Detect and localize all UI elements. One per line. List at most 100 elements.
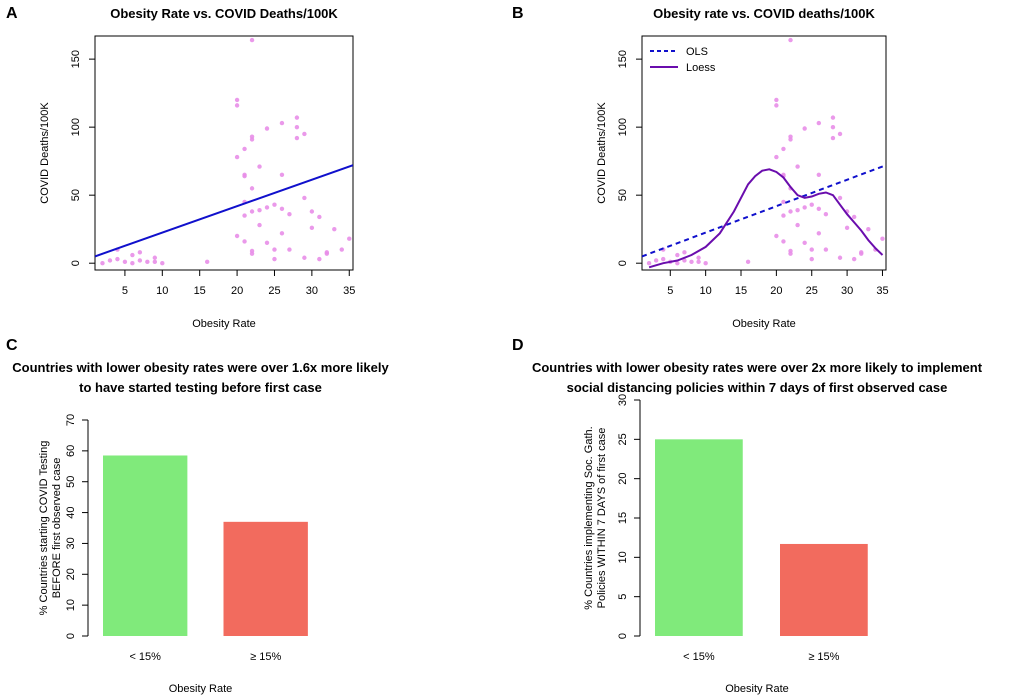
data-point bbox=[802, 240, 807, 245]
x-tick-label: 25 bbox=[268, 285, 280, 297]
chart-title: social distancing policies within 7 days… bbox=[567, 380, 948, 395]
data-point bbox=[774, 97, 779, 103]
y-tick-label: 50 bbox=[617, 189, 629, 201]
data-point bbox=[242, 146, 247, 152]
y-tick-label: 150 bbox=[617, 50, 629, 68]
data-point bbox=[100, 260, 105, 266]
y-tick-label: 150 bbox=[70, 50, 82, 68]
data-point bbox=[682, 258, 687, 263]
data-point bbox=[234, 233, 240, 239]
data-point bbox=[830, 124, 836, 130]
y-tick-label: 0 bbox=[65, 633, 77, 639]
data-point bbox=[774, 233, 779, 239]
data-point bbox=[115, 256, 120, 262]
data-point bbox=[788, 209, 793, 214]
data-point bbox=[264, 126, 270, 131]
data-point bbox=[234, 154, 240, 160]
data-point bbox=[279, 172, 285, 177]
data-point bbox=[130, 252, 135, 258]
bar bbox=[655, 439, 743, 636]
data-point bbox=[317, 256, 322, 262]
x-tick-label: ≥ 15% bbox=[808, 651, 839, 663]
y-tick-label: 50 bbox=[65, 476, 77, 488]
y-tick-label: 50 bbox=[70, 189, 82, 201]
data-point bbox=[823, 212, 829, 217]
x-tick-label: 20 bbox=[231, 285, 243, 297]
data-point bbox=[774, 154, 779, 160]
data-point bbox=[851, 214, 857, 220]
chart-title: Obesity rate vs. COVID deaths/100K bbox=[653, 6, 875, 21]
y-axis-label: COVID Deaths/100K bbox=[39, 102, 51, 204]
data-point bbox=[830, 135, 836, 141]
data-point bbox=[302, 255, 307, 260]
data-point bbox=[809, 247, 814, 252]
bar bbox=[103, 455, 188, 636]
points-group bbox=[642, 37, 886, 269]
panel-label: C bbox=[6, 337, 18, 354]
panel-d: D Countries with lower obesity rates were… bbox=[512, 337, 983, 695]
x-tick-label: 10 bbox=[156, 285, 168, 297]
data-point bbox=[823, 247, 829, 252]
data-point bbox=[795, 207, 800, 213]
data-point bbox=[234, 103, 240, 108]
data-point bbox=[696, 259, 701, 265]
data-point bbox=[781, 146, 786, 152]
data-point bbox=[294, 135, 300, 141]
x-tick-label: 30 bbox=[306, 285, 318, 297]
data-point bbox=[152, 259, 158, 265]
data-point bbox=[788, 37, 793, 43]
data-point bbox=[844, 225, 850, 231]
data-point bbox=[249, 209, 255, 214]
data-point bbox=[249, 37, 255, 43]
x-tick-label: 20 bbox=[770, 285, 782, 297]
chart-title: Obesity Rate vs. COVID Deaths/100K bbox=[110, 6, 338, 21]
x-axis-label: Obesity Rate bbox=[192, 318, 256, 330]
x-tick-label: < 15% bbox=[129, 651, 161, 663]
data-point bbox=[781, 213, 786, 218]
points-group bbox=[95, 37, 353, 266]
data-point bbox=[816, 206, 822, 211]
y-tick-label: 10 bbox=[617, 551, 629, 563]
data-point bbox=[859, 250, 864, 255]
plot-frame bbox=[641, 35, 887, 271]
data-point bbox=[809, 202, 814, 207]
y-tick-label: 25 bbox=[617, 433, 629, 445]
data-point bbox=[795, 222, 800, 228]
data-point bbox=[703, 260, 708, 266]
line-ols bbox=[95, 164, 353, 258]
x-tick-label: 15 bbox=[194, 285, 206, 297]
data-point bbox=[294, 124, 300, 130]
y-tick-label: 5 bbox=[617, 594, 629, 600]
y-axis-label: BEFORE first observed case bbox=[51, 458, 63, 599]
y-tick-label: 100 bbox=[617, 118, 629, 136]
data-point bbox=[107, 258, 113, 263]
data-point bbox=[837, 255, 843, 260]
x-tick-label: 35 bbox=[343, 285, 355, 297]
data-point bbox=[866, 226, 871, 232]
y-axis-label: % Countries starting COVID Testing bbox=[38, 441, 50, 616]
x-tick-label: 30 bbox=[841, 285, 853, 297]
data-point bbox=[339, 247, 344, 252]
data-point bbox=[279, 206, 285, 211]
data-point bbox=[264, 205, 270, 210]
data-point bbox=[675, 260, 680, 266]
data-point bbox=[272, 247, 277, 252]
data-point bbox=[653, 258, 659, 263]
data-point bbox=[137, 258, 143, 263]
data-point bbox=[137, 250, 143, 255]
data-point bbox=[242, 239, 247, 244]
data-point bbox=[302, 131, 307, 137]
data-point bbox=[249, 251, 255, 256]
data-point bbox=[837, 195, 843, 201]
data-point bbox=[257, 207, 262, 213]
y-tick-label: 0 bbox=[617, 633, 629, 639]
data-point bbox=[347, 236, 352, 241]
panel-c: C Countries with lower obesity rates were… bbox=[6, 337, 389, 695]
x-tick-label: 5 bbox=[667, 285, 673, 297]
y-tick-label: 0 bbox=[70, 260, 82, 266]
panel-label: D bbox=[512, 337, 524, 354]
x-tick-label: 15 bbox=[735, 285, 747, 297]
data-point bbox=[809, 256, 814, 262]
data-point bbox=[788, 137, 793, 142]
